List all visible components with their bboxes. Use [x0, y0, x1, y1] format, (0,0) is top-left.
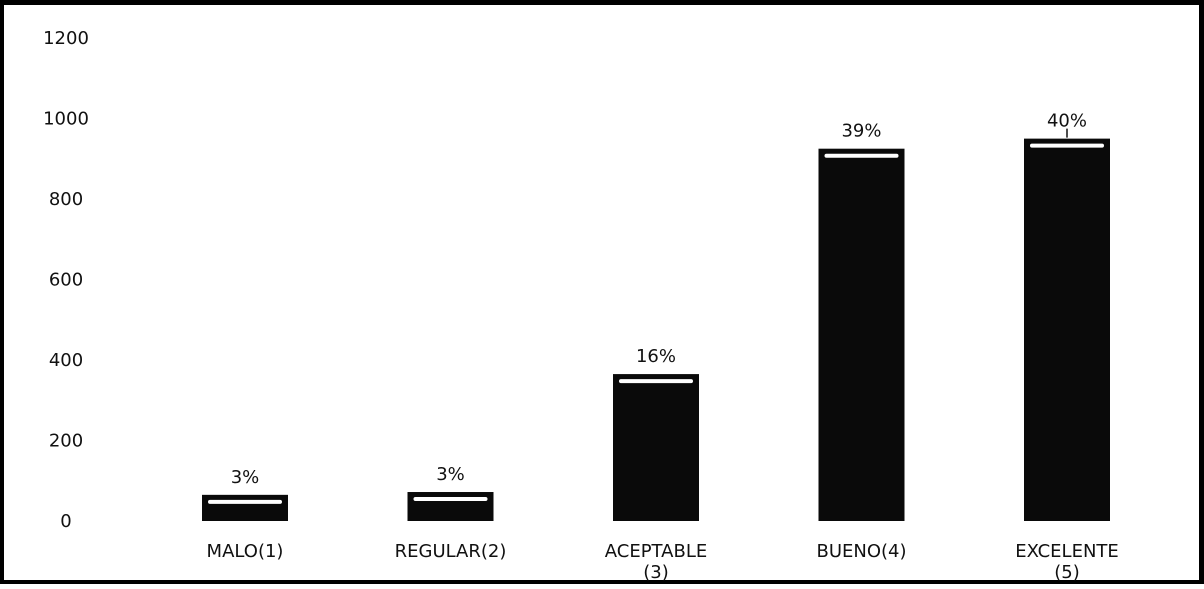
x-axis: MALO(1) REGULAR(2) ACEPTABLE(3) BUENO(4) EXC…	[207, 541, 1119, 583]
bar-highlight	[413, 497, 488, 502]
data-labels: 3% 3% 16% 39% 40%	[231, 111, 1087, 488]
y-axis: 0 200 400 600 800 1000 1200	[43, 28, 89, 532]
data-label: 40%	[1047, 111, 1087, 132]
y-tick-label: 200	[49, 431, 83, 452]
y-tick-label: 1000	[43, 109, 89, 130]
y-tick-label: 1200	[43, 28, 89, 49]
y-tick-label: 600	[49, 270, 83, 291]
y-tick-label: 400	[49, 350, 83, 371]
data-label: 39%	[841, 121, 881, 142]
category-label: ACEPTABLE	[605, 541, 707, 562]
bar	[202, 494, 288, 521]
data-label: 16%	[636, 346, 676, 367]
bar-chart: 0 200 400 600 800 1000 1200 3% 3% 16% 39% 40% MALO…	[43, 28, 1119, 583]
y-tick-label: 800	[49, 189, 83, 210]
category-label: (3)	[643, 562, 669, 583]
data-label: 3%	[436, 464, 465, 485]
data-label: 3%	[231, 467, 260, 488]
bar-highlight	[208, 499, 282, 504]
category-label: REGULAR(2)	[395, 541, 507, 562]
category-label: (5)	[1054, 562, 1080, 583]
category-label: EXCELENTE	[1015, 541, 1119, 562]
bar	[613, 374, 699, 521]
bar	[1024, 138, 1110, 521]
bars	[202, 138, 1110, 521]
bar-highlight	[1030, 143, 1104, 148]
bar-highlight	[619, 379, 693, 384]
category-label: MALO(1)	[207, 541, 284, 562]
bar-highlight	[824, 153, 899, 158]
y-tick-label: 0	[60, 511, 71, 532]
bar	[818, 148, 905, 521]
category-label: BUENO(4)	[816, 541, 906, 562]
bar	[407, 492, 494, 521]
